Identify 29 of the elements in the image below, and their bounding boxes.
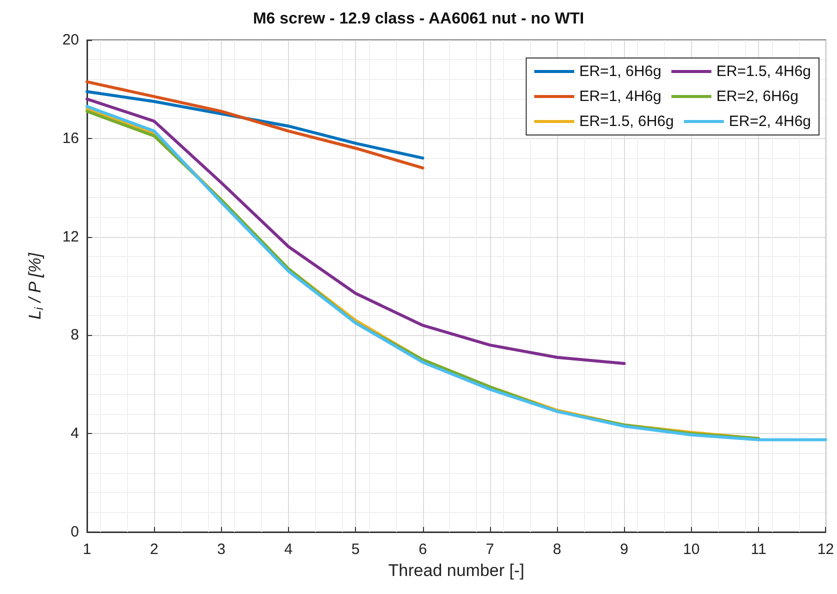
- y-tick-label: 0: [70, 524, 79, 540]
- y-tick-label: 4: [70, 425, 79, 442]
- legend-label: ER=1.5, 4H6g: [716, 63, 812, 80]
- chart-title: M6 screw - 12.9 class - AA6061 nut - no WTI: [252, 10, 584, 28]
- legend-label: ER=2, 6H6g: [716, 88, 798, 105]
- y-tick-label: 20: [62, 32, 79, 48]
- legend-label: ER=1, 6H6g: [579, 63, 662, 80]
- x-tick-label: 8: [552, 541, 562, 558]
- x-tick-label: 3: [217, 541, 226, 558]
- x-tick-label: 7: [486, 541, 494, 558]
- x-tick-label: 1: [82, 541, 92, 558]
- legend-label: ER=2, 4H6g: [728, 113, 812, 130]
- line-series: [86, 80, 424, 170]
- legend-label: ER=1.5, 6H6g: [579, 113, 674, 130]
- x-axis-title: Thread number [-]: [388, 561, 524, 580]
- x-tick-label: 6: [418, 541, 427, 558]
- x-tick-label: 2: [150, 541, 158, 558]
- x-tick-label: 10: [683, 541, 700, 558]
- y-axis-title: Li / P [%]: [26, 252, 46, 320]
- x-tick-label: 5: [351, 541, 360, 558]
- y-tick-label: 8: [70, 326, 79, 344]
- y-tick-label: 12: [62, 228, 79, 246]
- legend-label: ER=1, 4H6g: [579, 88, 662, 105]
- x-tick-label: 4: [284, 541, 293, 558]
- line-series: [86, 90, 424, 160]
- y-tick-label: 16: [62, 130, 79, 147]
- x-tick-label: 11: [750, 541, 766, 558]
- x-tick-label: 12: [817, 541, 834, 558]
- x-tick-label: 9: [620, 541, 628, 558]
